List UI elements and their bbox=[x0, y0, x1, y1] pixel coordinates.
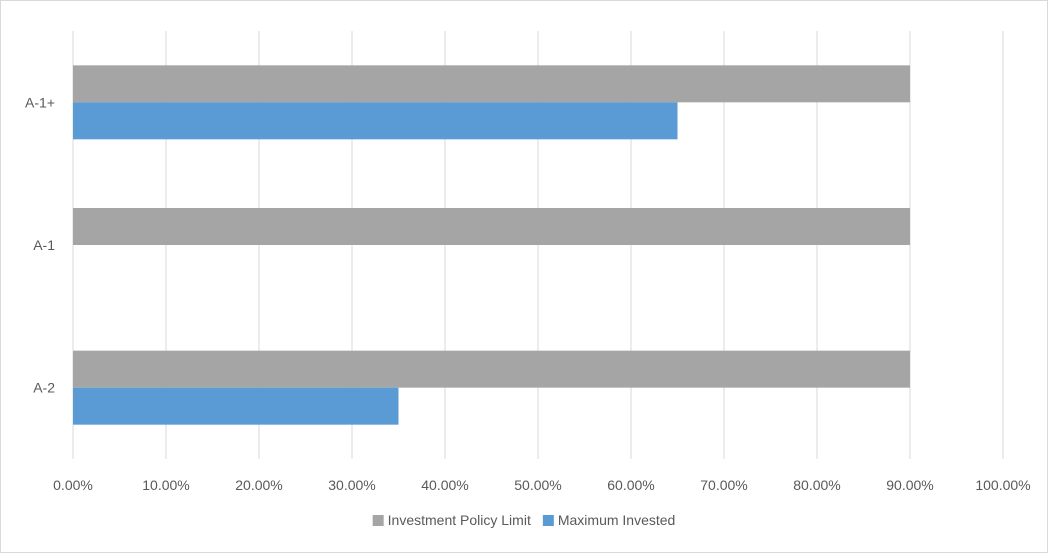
legend-swatch bbox=[542, 515, 554, 526]
x-tick-label: 80.00% bbox=[793, 477, 840, 493]
x-tick-label: 50.00% bbox=[514, 477, 561, 493]
bar-A-1+-series-0 bbox=[73, 65, 910, 103]
y-category-label: A-1+ bbox=[25, 94, 55, 110]
x-tick-label: 10.00% bbox=[142, 477, 189, 493]
bars bbox=[73, 65, 910, 425]
x-tick-label: 60.00% bbox=[607, 477, 654, 493]
bar-A-1-series-0 bbox=[73, 208, 910, 245]
x-tick-label: 20.00% bbox=[235, 477, 282, 493]
x-tick-label: 40.00% bbox=[421, 477, 468, 493]
y-axis-labels: A-1+ A-1 A-2 bbox=[25, 94, 55, 395]
x-tick-label: 30.00% bbox=[328, 477, 375, 493]
x-tick-label: 90.00% bbox=[886, 477, 933, 493]
bar-A-2-series-0 bbox=[73, 350, 910, 388]
legend: Investment Policy Limit Maximum Invested bbox=[372, 512, 675, 528]
x-tick-label: 70.00% bbox=[700, 477, 747, 493]
x-tick-label: 0.00% bbox=[53, 477, 93, 493]
y-category-label: A-1 bbox=[33, 237, 55, 253]
y-category-label: A-2 bbox=[33, 380, 55, 396]
legend-item: Maximum Invested bbox=[542, 512, 675, 528]
bar-A-2-series-1 bbox=[73, 387, 399, 425]
legend-label: Investment Policy Limit bbox=[388, 512, 531, 528]
legend-item: Investment Policy Limit bbox=[372, 512, 531, 528]
legend-swatch bbox=[372, 515, 384, 526]
x-axis-labels: 0.00% 10.00% 20.00% 30.00% 40.00% 50.00% 60.00… bbox=[53, 477, 1030, 493]
legend-label: Maximum Invested bbox=[558, 512, 675, 528]
bar-A-1+-series-1 bbox=[73, 102, 678, 140]
x-tick-label: 100.00% bbox=[975, 477, 1030, 493]
